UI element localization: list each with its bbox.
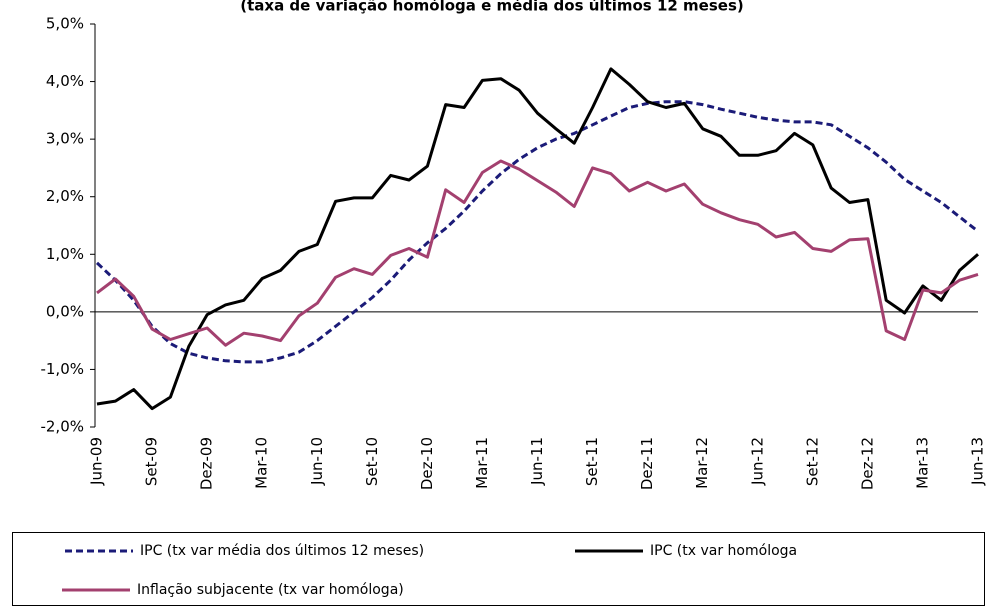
y-tick-label: -1,0%: [40, 360, 84, 378]
y-tick-label: 3,0%: [46, 130, 84, 148]
y-tick-label: 4,0%: [46, 72, 84, 90]
y-tick-label: 1,0%: [46, 245, 84, 263]
x-tick-label: Dez-12: [858, 437, 876, 490]
x-tick-label: Mar-11: [473, 437, 491, 489]
x-tick-label: Set-10: [363, 437, 381, 486]
series-line: [96, 67, 979, 411]
x-tick-label: Set-11: [583, 437, 601, 486]
chart-title: (taxa de variação homóloga e média dos ú…: [240, 0, 743, 15]
series-line: [96, 159, 979, 347]
series-line: [95, 100, 979, 364]
legend-label: Inflação subjacente (tx var homóloga): [137, 582, 404, 598]
x-tick-label: Jun-13: [969, 437, 987, 486]
legend-label: IPC (tx var homóloga: [650, 543, 797, 559]
y-tick-label: -2,0%: [40, 418, 84, 436]
x-tick-label: Mar-13: [913, 437, 931, 489]
x-tick-label: Set-12: [803, 437, 821, 486]
x-tick-label: Mar-10: [253, 437, 271, 489]
x-tick-label: Jun-11: [528, 437, 546, 486]
x-tick-label: Dez-11: [638, 437, 656, 490]
x-tick-label: Jun-12: [748, 437, 766, 486]
y-tick-label: 2,0%: [46, 187, 84, 205]
legend-label: IPC (tx var média dos últimos 12 meses): [140, 543, 424, 559]
x-tick-label: Jun-10: [308, 437, 326, 486]
x-tick-label: Jun-09: [88, 437, 106, 486]
x-tick-label: Dez-09: [198, 437, 216, 490]
y-tick-label: 5,0%: [46, 15, 84, 33]
x-tick-label: Dez-10: [418, 437, 436, 490]
y-tick-label: 0,0%: [46, 302, 84, 320]
x-tick-label: Set-09: [143, 437, 161, 486]
legend-box: [12, 532, 985, 606]
x-tick-label: Mar-12: [693, 437, 711, 489]
